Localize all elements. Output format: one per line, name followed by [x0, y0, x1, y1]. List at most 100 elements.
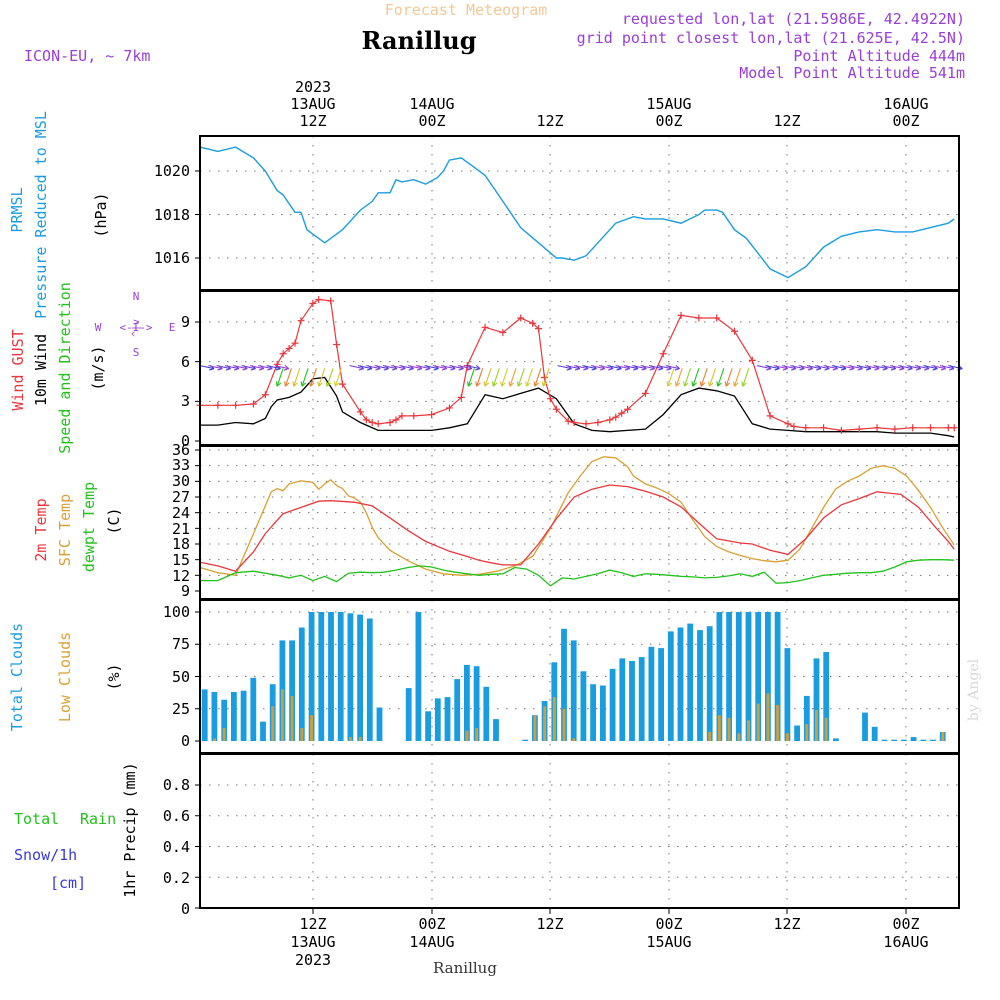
total-clouds-bar: [366, 618, 373, 741]
low-clouds-bar: [815, 710, 818, 741]
wind-gust-marker: [356, 408, 364, 416]
low-clouds-bar: [475, 728, 479, 741]
wind-direction-arrow: [407, 365, 422, 370]
total-clouds-bar: [629, 661, 635, 741]
header-title-top: Forecast Meteogram: [385, 1, 548, 19]
total-clouds-bar: [434, 698, 441, 741]
wind-gust-marker: [546, 395, 554, 403]
clouds-tick: 0: [181, 732, 190, 750]
top-time-label: 12Z: [299, 112, 326, 130]
temp-tick: 18: [172, 535, 190, 553]
wind-gust-marker: [677, 311, 685, 319]
temp-tick: 33: [172, 456, 190, 474]
precip-tick: 0.2: [163, 869, 190, 887]
wind-label-10m: 10m Wind: [32, 334, 50, 406]
wind-direction-arrow: [449, 365, 464, 370]
dewpt-temp-line: [200, 559, 955, 587]
wind-gust-marker: [731, 327, 739, 335]
low-clouds-bar: [348, 737, 352, 741]
wind-direction-arrow: [906, 365, 921, 370]
wind-direction-arrow: [318, 368, 326, 387]
wind-direction-arrow: [781, 365, 797, 370]
wind-gust-marker: [481, 323, 489, 331]
wind-direction-arrowhead: [491, 381, 498, 387]
clouds-tick: 100: [163, 603, 190, 621]
low-clouds-bar: [281, 689, 284, 741]
wind-direction-arrowhead: [666, 381, 672, 387]
wind-direction-arrowhead: [724, 381, 731, 387]
wind-direction-arrow: [293, 368, 301, 387]
precip-label-units: 1hr Precip (mm): [121, 762, 139, 897]
low-clouds-bar: [708, 732, 712, 741]
low-clouds-bar: [310, 715, 313, 741]
wind-direction-arrowhead: [475, 381, 481, 387]
wind-gust-marker: [612, 413, 620, 421]
bottom-time-axis: 12Z 13AUG 2023 00Z 14AUG 12Z 00Z 15AUG 1…: [290, 915, 928, 969]
pressure-tick: 1020: [154, 162, 190, 180]
wind-direction-arrowhead: [292, 381, 298, 387]
wind-gust-marker: [374, 420, 382, 428]
temp-tick: 21: [172, 520, 190, 538]
wind-direction-arrow: [623, 365, 639, 370]
wind-gust-marker: [641, 389, 649, 397]
wind-direction-arrowhead: [699, 381, 706, 387]
wind-gust-marker: [564, 417, 572, 425]
wind-gust-marker: [285, 344, 293, 352]
wind-gust-marker: [944, 424, 952, 432]
wind-direction-arrow: [806, 365, 822, 370]
wind-gust-marker: [428, 411, 436, 419]
wind-tick: 9: [181, 313, 190, 331]
total-clouds-bar: [862, 712, 868, 741]
top-date-label: 13AUG: [290, 95, 335, 113]
wind-gust-marker: [909, 424, 917, 432]
precip-label-snow-units: [cm]: [50, 874, 86, 892]
total-clouds-bar: [240, 690, 247, 741]
wind-direction-arrowhead: [716, 381, 722, 387]
bottom-date-label: 15AUG: [646, 933, 691, 951]
low-clouds-bar: [465, 730, 469, 741]
wind-direction-arrow: [432, 365, 447, 370]
wind-gust-marker: [950, 424, 958, 432]
wind-direction-arrow: [534, 368, 542, 387]
wind-direction-arrow: [216, 365, 231, 370]
compass-ns-arrow: ^|v: [131, 319, 142, 337]
low-clouds-bar: [290, 695, 294, 741]
wind-direction-arrowhead: [300, 381, 307, 387]
total-clouds-bar: [619, 658, 626, 741]
wind-direction-arrow: [675, 368, 683, 387]
total-clouds-bar: [473, 666, 480, 741]
temp-tick: 24: [172, 504, 190, 522]
wind-gust-marker: [540, 374, 548, 382]
wind-direction-arrow: [823, 365, 838, 370]
total-clouds-bar: [561, 628, 567, 741]
total-clouds-bar: [308, 612, 315, 741]
wind-direction-arrow: [931, 365, 946, 370]
bottom-time-label: 12Z: [536, 915, 563, 933]
wind-direction-arrow: [615, 365, 630, 370]
low-clouds-bar: [747, 720, 750, 741]
wind-direction-arrowhead: [683, 381, 689, 387]
wind-direction-arrowhead: [741, 381, 747, 387]
total-clouds-bar: [784, 648, 791, 741]
top-time-label: 00Z: [892, 112, 919, 130]
wind-direction-arrow: [742, 368, 750, 387]
wind-direction-arrow: [914, 365, 930, 370]
panel-frames: [195, 135, 960, 914]
wind-gust-marker: [624, 405, 632, 413]
wind-gust-marker: [570, 418, 578, 426]
wind-direction-arrow: [848, 365, 863, 370]
low-clouds-bar: [533, 715, 537, 741]
total-clouds-bar: [823, 652, 830, 741]
wind-direction-arrow: [765, 365, 780, 370]
wind-direction-arrowhead: [691, 381, 697, 387]
top-time-label: 00Z: [418, 112, 445, 130]
wind-direction-arrow: [856, 365, 871, 370]
header-station: Ranillug: [361, 26, 476, 55]
bottom-time-label: 12Z: [299, 915, 326, 933]
wind-direction-arrow: [276, 368, 284, 387]
top-time-label: 12Z: [773, 112, 800, 130]
wind-direction-arrow: [873, 365, 888, 370]
wind-direction-arrowhead: [317, 381, 323, 387]
pressure-label-units: (hPa): [92, 192, 110, 237]
pressure-label-prmsl: PRMSL: [8, 187, 26, 232]
